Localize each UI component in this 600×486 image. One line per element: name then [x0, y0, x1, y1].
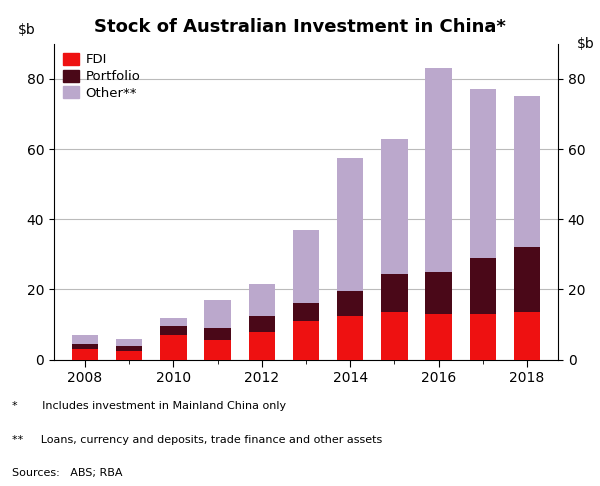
Bar — [205, 340, 231, 360]
Bar — [425, 314, 452, 360]
Bar — [248, 331, 275, 360]
Bar — [425, 69, 452, 272]
Bar — [381, 312, 407, 360]
Bar — [293, 303, 319, 321]
Bar — [71, 335, 98, 344]
Bar — [248, 284, 275, 316]
Bar — [425, 272, 452, 314]
Bar — [160, 335, 187, 360]
Bar — [514, 247, 541, 312]
Bar — [248, 316, 275, 331]
Bar — [71, 344, 98, 349]
Bar — [381, 139, 407, 274]
Bar — [470, 258, 496, 314]
Y-axis label: $b: $b — [577, 37, 595, 52]
Bar — [160, 317, 187, 326]
Text: *       Includes investment in Mainland China only: * Includes investment in Mainland China … — [12, 401, 286, 411]
Bar — [514, 312, 541, 360]
Bar — [160, 326, 187, 335]
Bar — [470, 89, 496, 258]
Y-axis label: $b: $b — [17, 23, 35, 37]
Bar — [337, 158, 364, 291]
Bar — [381, 274, 407, 312]
Bar — [293, 230, 319, 303]
Bar — [470, 314, 496, 360]
Bar — [205, 300, 231, 328]
Bar — [71, 349, 98, 360]
Legend: FDI, Portfolio, Other**: FDI, Portfolio, Other** — [61, 51, 143, 103]
Bar — [293, 321, 319, 360]
Bar — [116, 346, 142, 351]
Text: Stock of Australian Investment in China*: Stock of Australian Investment in China* — [94, 17, 506, 36]
Text: Sources:   ABS; RBA: Sources: ABS; RBA — [12, 468, 122, 478]
Bar — [337, 291, 364, 316]
Text: **     Loans, currency and deposits, trade finance and other assets: ** Loans, currency and deposits, trade f… — [12, 435, 382, 445]
Bar — [514, 96, 541, 247]
Bar — [116, 351, 142, 360]
Bar — [337, 316, 364, 360]
Bar — [205, 328, 231, 340]
Bar — [116, 339, 142, 346]
